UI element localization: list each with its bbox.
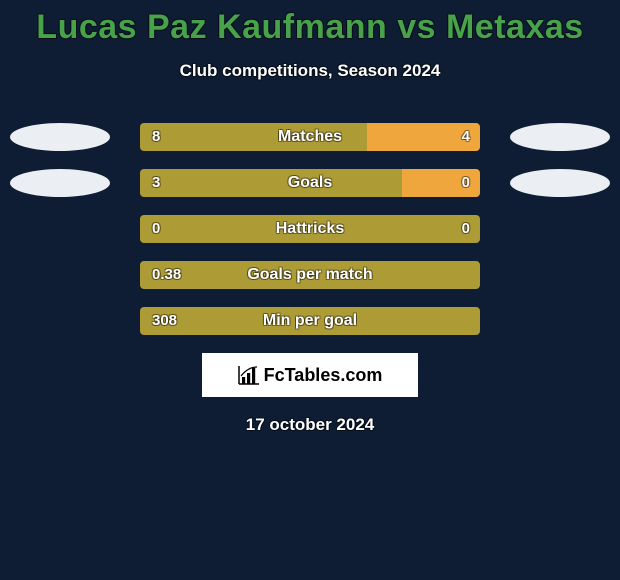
stat-bar-left	[140, 261, 480, 289]
stat-bar-left	[140, 215, 480, 243]
stat-value-left: 3	[152, 169, 160, 197]
team-left-ellipse	[10, 123, 110, 151]
stat-bar-track	[140, 169, 480, 197]
subtitle: Club competitions, Season 2024	[0, 61, 620, 81]
stat-bar-track	[140, 123, 480, 151]
brand-text: FcTables.com	[264, 365, 383, 386]
stat-bar-left	[140, 169, 402, 197]
stat-value-left: 0.38	[152, 261, 181, 289]
stat-value-right: 0	[462, 215, 470, 243]
stat-value-right: 0	[462, 169, 470, 197]
stat-value-left: 8	[152, 123, 160, 151]
stat-row: Min per goal308	[0, 307, 620, 335]
stat-value-left: 308	[152, 307, 177, 335]
team-right-ellipse	[510, 123, 610, 151]
stat-bar-left	[140, 307, 480, 335]
date-label: 17 october 2024	[0, 415, 620, 435]
brand-box[interactable]: FcTables.com	[202, 353, 418, 397]
page-title: Lucas Paz Kaufmann vs Metaxas	[0, 0, 620, 47]
team-right-ellipse	[510, 169, 610, 197]
stat-bar-left	[140, 123, 367, 151]
stats-section: Matches84Goals30Hattricks00Goals per mat…	[0, 123, 620, 335]
stat-row: Goals per match0.38	[0, 261, 620, 289]
stat-bar-track	[140, 307, 480, 335]
stat-row: Matches84	[0, 123, 620, 151]
stat-value-left: 0	[152, 215, 160, 243]
stat-bar-track	[140, 215, 480, 243]
stat-row: Hattricks00	[0, 215, 620, 243]
stat-value-right: 4	[462, 123, 470, 151]
bar-chart-icon	[238, 365, 260, 385]
stat-row: Goals30	[0, 169, 620, 197]
team-left-ellipse	[10, 169, 110, 197]
stat-bar-track	[140, 261, 480, 289]
